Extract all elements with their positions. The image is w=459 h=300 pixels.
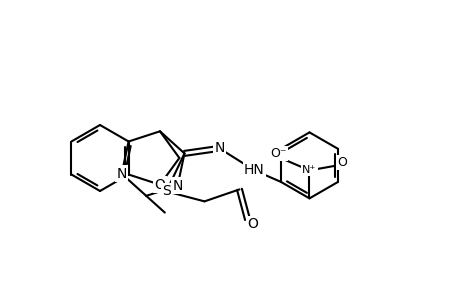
Text: N: N (172, 179, 182, 193)
Text: O: O (154, 178, 165, 192)
Text: O⁻: O⁻ (269, 147, 286, 160)
Text: O: O (337, 156, 347, 169)
Text: N⁺: N⁺ (302, 165, 316, 176)
Text: O: O (246, 218, 257, 231)
Text: HN: HN (244, 164, 264, 177)
Text: N: N (116, 167, 127, 181)
Text: N: N (214, 141, 224, 155)
Text: S: S (162, 184, 170, 198)
